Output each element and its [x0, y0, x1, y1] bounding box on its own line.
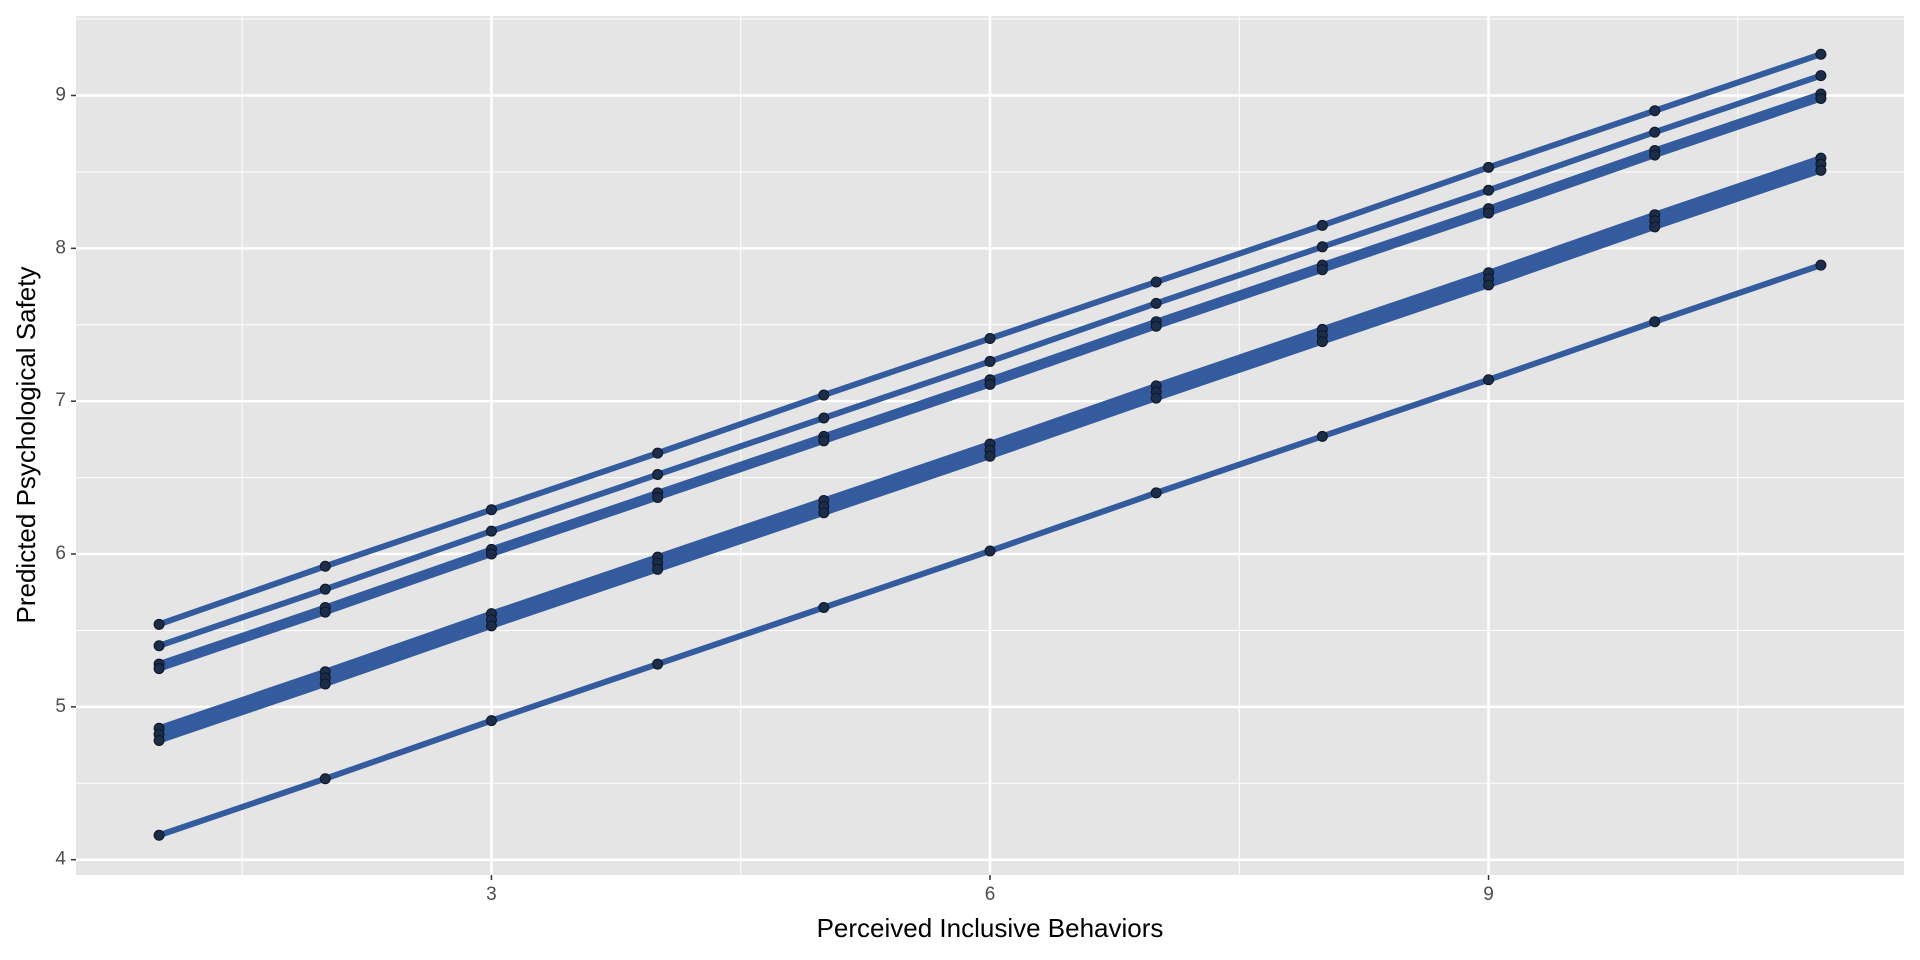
data-point [984, 355, 996, 367]
data-point [1316, 264, 1328, 276]
data-point [652, 563, 664, 575]
data-point [1483, 184, 1495, 196]
data-point [1316, 219, 1328, 231]
data-point [652, 658, 664, 670]
data-point [1815, 48, 1827, 60]
data-point [319, 678, 331, 690]
data-point [1815, 164, 1827, 176]
data-point [1316, 336, 1328, 348]
data-point [818, 435, 830, 447]
data-point [153, 618, 165, 630]
data-point [1649, 221, 1661, 233]
data-point [1316, 430, 1328, 442]
data-point [1483, 207, 1495, 219]
x-tick-label: 9 [1483, 884, 1494, 905]
data-point [153, 640, 165, 652]
data-point [652, 491, 664, 503]
data-point [1649, 149, 1661, 161]
data-point [984, 450, 996, 462]
data-point [652, 469, 664, 481]
data-point [818, 389, 830, 401]
data-point [1483, 279, 1495, 291]
data-point [485, 620, 497, 632]
y-axis-title: Predicted Psychological Safety [11, 267, 41, 624]
y-tick-label: 8 [55, 237, 66, 258]
data-point [1150, 276, 1162, 288]
data-point [485, 504, 497, 516]
data-point [319, 583, 331, 595]
data-point [1150, 392, 1162, 404]
data-point [153, 829, 165, 841]
x-axis-title: Perceived Inclusive Behaviors [817, 913, 1164, 943]
data-point [153, 663, 165, 675]
data-point [818, 507, 830, 519]
data-point [652, 447, 664, 459]
y-tick-label: 6 [55, 543, 66, 564]
data-point [1150, 487, 1162, 499]
y-tick-label: 9 [55, 84, 66, 105]
data-point [818, 412, 830, 424]
data-point [485, 715, 497, 727]
data-point [1649, 126, 1661, 138]
data-point [1316, 241, 1328, 253]
data-point [1815, 259, 1827, 271]
data-point [153, 734, 165, 746]
y-tick-label: 7 [55, 390, 66, 411]
data-point [1815, 93, 1827, 105]
data-point [984, 333, 996, 345]
data-point [1483, 374, 1495, 386]
y-tick-label: 5 [55, 696, 66, 717]
x-tick-label: 3 [486, 884, 497, 905]
data-point [319, 560, 331, 572]
data-point [818, 602, 830, 614]
x-tick-label: 6 [985, 884, 996, 905]
data-point [319, 606, 331, 618]
data-point [1150, 320, 1162, 332]
data-point [984, 378, 996, 390]
data-point [1815, 70, 1827, 82]
data-point [1150, 297, 1162, 309]
data-point [1649, 316, 1661, 328]
data-point [485, 548, 497, 560]
data-point [485, 525, 497, 537]
y-tick-label: 4 [55, 849, 66, 870]
data-point [319, 773, 331, 785]
data-point [1649, 105, 1661, 117]
data-point [1483, 161, 1495, 173]
data-point [984, 545, 996, 557]
